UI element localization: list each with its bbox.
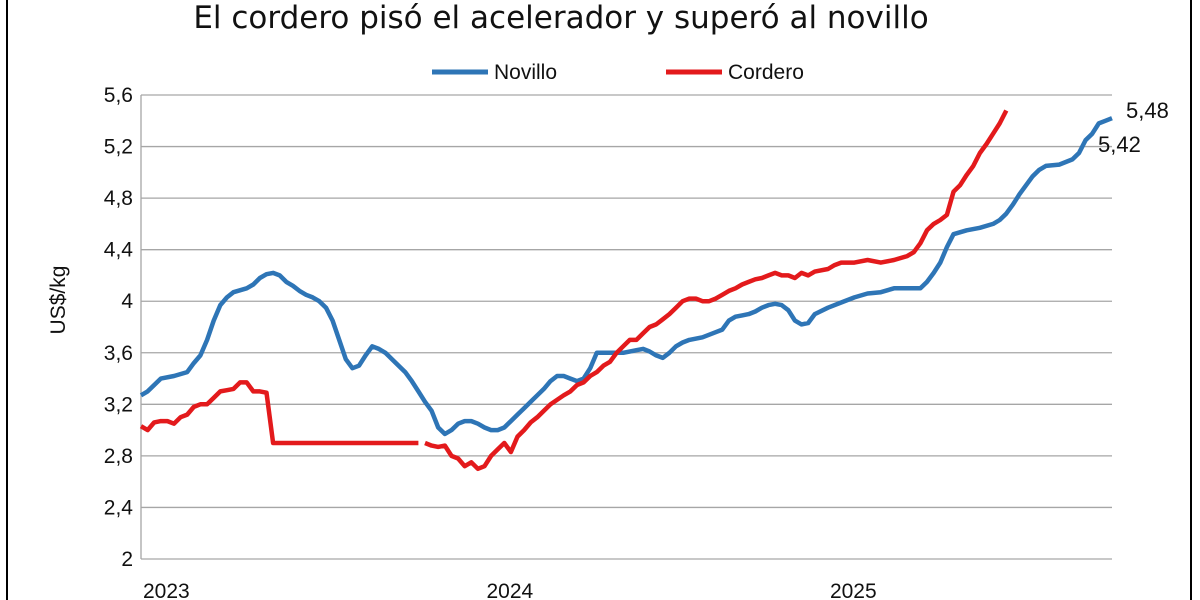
series-lines xyxy=(139,109,1113,472)
end-label-novillo: 5,42 xyxy=(1098,132,1141,157)
y-tick-label: 3,2 xyxy=(104,393,133,416)
series-line-cordero-2 xyxy=(424,109,1009,472)
end-label-cordero: 5,48 xyxy=(1126,98,1169,123)
x-tick-label: 2025 xyxy=(830,580,877,600)
y-tick-label: 4,8 xyxy=(104,187,133,210)
series-line-cordero-1 xyxy=(139,380,419,446)
legend-label-cordero: Cordero xyxy=(728,61,804,84)
y-tick-label: 3,6 xyxy=(104,342,133,365)
gridlines xyxy=(141,94,1112,560)
series-line-novillo xyxy=(139,116,1113,437)
axes: 2 2,4 2,8 3,2 3,6 4 4,4 4,8 5,2 5,6 2023 2024 2025 xyxy=(104,84,877,600)
y-tick-label: 4 xyxy=(121,290,133,313)
y-tick-label: 4,4 xyxy=(104,239,134,262)
chart-frame: 2 2,4 2,8 3,2 3,6 4 4,4 4,8 5,2 5,6 2023 2024 2025 E… xyxy=(6,0,1192,600)
y-axis-label: US$/kg xyxy=(47,266,70,335)
chart-title: El cordero pisó el acelerador y superó a… xyxy=(193,0,928,36)
x-tick-label: 2023 xyxy=(143,580,190,600)
y-tick-label: 2,8 xyxy=(104,445,133,468)
y-tick-label: 2 xyxy=(121,548,133,571)
legend-label-novillo: Novillo xyxy=(494,61,557,84)
y-tick-label: 5,2 xyxy=(104,136,133,159)
y-tick-label: 5,6 xyxy=(104,84,133,107)
line-chart: 2 2,4 2,8 3,2 3,6 4 4,4 4,8 5,2 5,6 2023 2024 2025 E… xyxy=(47,0,1169,600)
y-tick-label: 2,4 xyxy=(104,496,134,519)
legend: Novillo Cordero xyxy=(432,61,804,84)
x-tick-label: 2024 xyxy=(486,580,533,600)
